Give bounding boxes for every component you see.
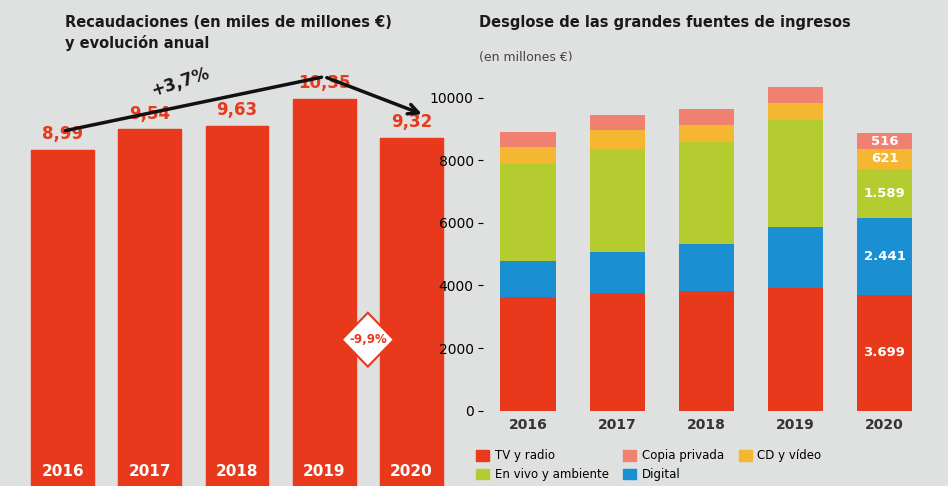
Text: 10,35: 10,35 bbox=[298, 74, 351, 92]
Text: (en millones €): (en millones €) bbox=[479, 51, 573, 64]
Bar bbox=[679, 109, 734, 125]
Bar bbox=[768, 288, 823, 411]
Bar bbox=[768, 120, 823, 226]
Text: 516: 516 bbox=[870, 135, 899, 148]
Text: 3.699: 3.699 bbox=[864, 346, 905, 359]
Bar bbox=[31, 150, 94, 486]
Text: 9,63: 9,63 bbox=[216, 101, 258, 119]
Bar bbox=[501, 164, 556, 261]
Bar bbox=[768, 103, 823, 120]
Text: 2018: 2018 bbox=[216, 464, 258, 479]
Bar bbox=[679, 244, 734, 291]
Text: 1.589: 1.589 bbox=[864, 187, 905, 200]
Legend: TV y radio, En vivo y ambiente, Copia privada, Digital, CD y vídeo: TV y radio, En vivo y ambiente, Copia pr… bbox=[471, 445, 827, 486]
Bar bbox=[857, 133, 912, 149]
Bar bbox=[590, 252, 645, 293]
Bar bbox=[857, 295, 912, 411]
Text: +3,7%: +3,7% bbox=[149, 65, 211, 100]
Bar bbox=[857, 169, 912, 219]
Text: 2020: 2020 bbox=[390, 464, 433, 479]
Bar bbox=[679, 125, 734, 142]
Text: 9,32: 9,32 bbox=[391, 113, 432, 131]
Text: Desglose de las grandes fuentes de ingresos: Desglose de las grandes fuentes de ingre… bbox=[479, 15, 850, 30]
Bar bbox=[206, 126, 268, 486]
Bar bbox=[590, 293, 645, 411]
Bar bbox=[768, 226, 823, 288]
Text: 2019: 2019 bbox=[303, 464, 345, 479]
Bar bbox=[590, 115, 645, 130]
Bar bbox=[118, 129, 181, 486]
Bar bbox=[768, 87, 823, 103]
Text: Recaudaciones (en miles de millones €)
y evolución anual: Recaudaciones (en miles de millones €) y… bbox=[65, 15, 392, 51]
Bar bbox=[501, 261, 556, 297]
Bar bbox=[501, 297, 556, 411]
Text: 8,99: 8,99 bbox=[42, 125, 83, 143]
Bar bbox=[679, 142, 734, 244]
Text: 2.441: 2.441 bbox=[864, 250, 905, 263]
Bar bbox=[501, 132, 556, 147]
Bar bbox=[857, 219, 912, 295]
Text: 2016: 2016 bbox=[42, 464, 83, 479]
Bar bbox=[857, 149, 912, 169]
Bar bbox=[679, 291, 734, 411]
Bar bbox=[380, 138, 443, 486]
Text: -9,9%: -9,9% bbox=[349, 333, 387, 346]
Polygon shape bbox=[341, 313, 394, 366]
Text: 2017: 2017 bbox=[129, 464, 171, 479]
Bar bbox=[293, 99, 356, 486]
Bar bbox=[501, 147, 556, 164]
Bar bbox=[590, 149, 645, 252]
Text: 9,54: 9,54 bbox=[129, 104, 171, 122]
Bar bbox=[590, 130, 645, 149]
Text: 621: 621 bbox=[870, 153, 899, 166]
